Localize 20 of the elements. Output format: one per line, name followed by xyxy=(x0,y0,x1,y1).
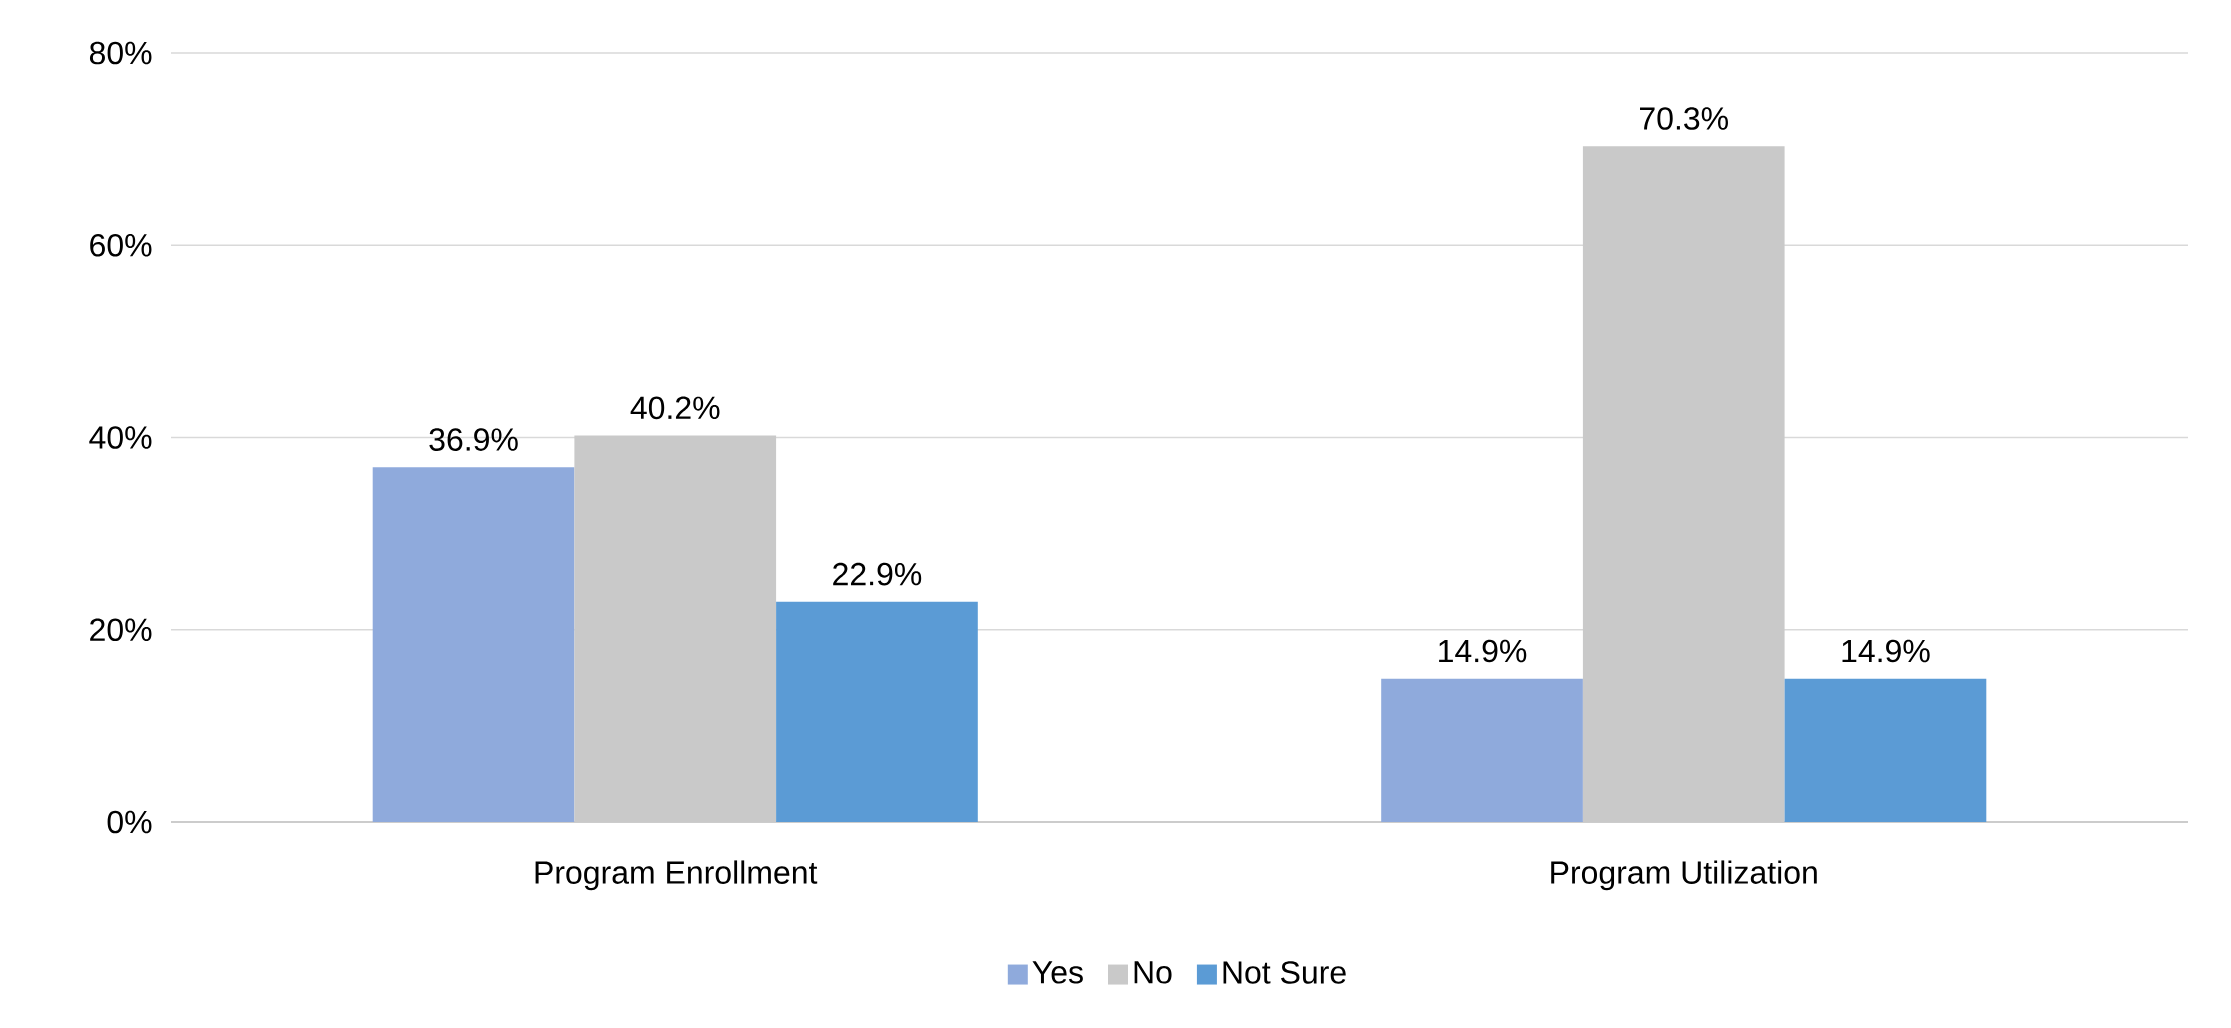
bar xyxy=(372,467,575,822)
y-tick-label: 20% xyxy=(90,618,152,642)
data-label: 40.2% xyxy=(630,396,720,420)
x-tick-label: Program Utilization xyxy=(1551,860,1817,891)
data-label: 70.3% xyxy=(1640,107,1728,130)
legend-label: Not Sure xyxy=(1223,961,1346,984)
bar xyxy=(776,601,978,822)
bar xyxy=(1381,678,1583,822)
legend-label: No xyxy=(1134,961,1172,984)
y-tick-label: 80% xyxy=(89,41,152,65)
y-tick-label: 0% xyxy=(107,810,152,834)
data-label: 36.9% xyxy=(429,428,518,451)
bar xyxy=(1784,678,1987,822)
y-tick-label: 60% xyxy=(90,233,152,257)
y-tick-label: 40% xyxy=(89,426,152,449)
data-label: 22.9% xyxy=(833,562,922,586)
x-tick-label: Program Enrollment xyxy=(535,860,818,891)
legend-label: Yes xyxy=(1032,961,1083,984)
data-label: 14.9% xyxy=(1842,639,1930,663)
data-label: 14.9% xyxy=(1439,639,1527,663)
